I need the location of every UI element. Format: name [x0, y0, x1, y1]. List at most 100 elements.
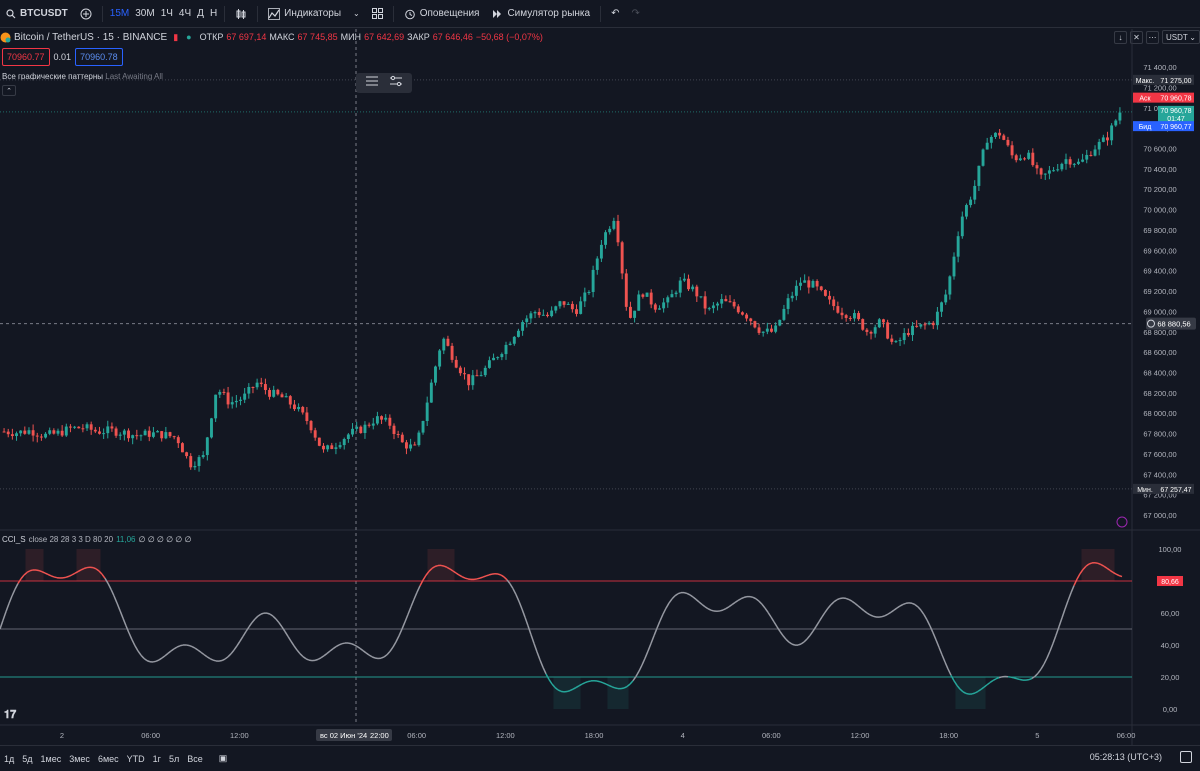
- sliders-icon[interactable]: [389, 74, 403, 92]
- cci-line-segment: [731, 601, 736, 606]
- cci-line-segment: [539, 659, 544, 668]
- currency-select[interactable]: USDT ⌄: [1162, 30, 1200, 44]
- red-flag-icon[interactable]: ▮: [173, 31, 179, 42]
- cci-oversold-zone: [565, 677, 569, 709]
- candle-body: [633, 310, 637, 318]
- cci-line-segment: [860, 607, 865, 612]
- open-label: ОТКР: [199, 32, 224, 42]
- candle-body: [380, 416, 384, 420]
- cci-line-segment: [665, 602, 670, 609]
- range-6m[interactable]: 6мес: [97, 753, 119, 764]
- candle-body: [616, 220, 620, 243]
- cci-line-segment: [50, 575, 55, 578]
- list-settings-icon[interactable]: [365, 74, 379, 92]
- candle-body: [998, 132, 1002, 136]
- maximize-button[interactable]: ✕: [1130, 30, 1143, 44]
- pattern-name: Все графические паттерны: [2, 72, 104, 81]
- candle-body: [35, 435, 39, 437]
- cci-line-segment: [689, 594, 694, 598]
- cci-line-segment: [35, 569, 40, 572]
- interval-4h[interactable]: 4Ч: [178, 8, 192, 19]
- candle-body: [60, 430, 64, 436]
- cci-legend[interactable]: CCI_S close 28 28 3 3 D 80 20 11,06 ∅ ∅ …: [2, 535, 191, 544]
- candle-body: [127, 430, 130, 439]
- candle-body: [210, 418, 213, 438]
- cci-overbought-zone: [25, 549, 29, 581]
- range-1m[interactable]: 1мес: [40, 753, 62, 764]
- candle-body: [297, 406, 301, 410]
- cci-line-segment: [242, 631, 247, 637]
- compare-button[interactable]: [74, 0, 98, 28]
- cci-line-segment: [1076, 573, 1081, 580]
- cci-line-segment: [17, 578, 22, 584]
- indicators-button[interactable]: Индикаторы ⌄: [262, 0, 366, 28]
- range-1d[interactable]: 1д: [4, 753, 15, 764]
- settings-button[interactable]: ⋯: [1146, 30, 1159, 44]
- candle-body: [612, 220, 616, 229]
- buy-button[interactable]: 70960.78: [75, 48, 123, 66]
- candle-body: [579, 301, 583, 314]
- tradingview-logo-icon[interactable]: 𝟏𝟕: [4, 709, 17, 721]
- interval-1d[interactable]: Д: [197, 8, 204, 19]
- range-3m[interactable]: 3мес: [69, 753, 90, 764]
- redo-button[interactable]: ↷: [625, 0, 645, 28]
- candle-body: [351, 428, 354, 435]
- open-value: 67 697,14: [226, 32, 267, 42]
- cci-line-segment: [356, 645, 361, 650]
- cci-line-segment: [707, 608, 712, 611]
- interval-30m[interactable]: 30М: [135, 8, 155, 19]
- range-1y[interactable]: 1г: [152, 753, 161, 764]
- undo-button[interactable]: ↶: [605, 0, 625, 28]
- range-ytd[interactable]: YTD: [126, 753, 145, 764]
- cci-overbought-zone: [433, 549, 437, 581]
- ask-price-tag: Аск 70 960,78: [1133, 92, 1194, 103]
- symbol-title[interactable]: Bitcoin / TetherUS · 15 · BINANCE: [14, 31, 168, 43]
- goto-date-button[interactable]: ▣: [215, 753, 232, 764]
- cci-line-segment: [836, 597, 841, 601]
- chart-type-button[interactable]: [229, 0, 253, 28]
- cci-line-segment: [128, 632, 133, 641]
- clock-timezone[interactable]: 05:28:13 (UTC+3): [1089, 752, 1162, 762]
- cci-overbought-zone: [94, 549, 98, 581]
- candle-body: [334, 447, 338, 449]
- symbol-search[interactable]: BTCUSDT: [0, 0, 74, 28]
- cci-line-segment: [353, 644, 358, 648]
- range-5d[interactable]: 5д: [22, 753, 33, 764]
- interval-1w[interactable]: Н: [209, 8, 218, 19]
- search-icon: [6, 8, 16, 19]
- cci-line-segment: [53, 576, 58, 579]
- layouts-button[interactable]: [366, 0, 389, 28]
- cci-line-segment: [341, 642, 346, 645]
- bottom-toolbar: 1д 5д 1мес 3мес 6мес YTD 1г 5л Все ▣: [0, 745, 1200, 771]
- interval-1h[interactable]: 1Ч: [160, 8, 173, 19]
- collapse-legend-button[interactable]: ⌃: [2, 85, 16, 96]
- cci-line-segment: [332, 646, 337, 650]
- range-5y[interactable]: 5л: [168, 753, 180, 764]
- crosshair-price-value: 68 880,56: [1157, 320, 1190, 329]
- replay-button[interactable]: Симулятор рынка: [485, 0, 596, 28]
- pattern-indicator-legend[interactable]: Все графические паттерны Last Awaiting A…: [2, 72, 163, 81]
- candle-body: [844, 315, 848, 318]
- cci-line-segment: [419, 579, 424, 587]
- cci-line-segment: [116, 602, 121, 611]
- price-tick-label: 71 000,00: [1143, 104, 1176, 113]
- interval-15m[interactable]: 15М: [109, 8, 130, 19]
- cci-line-segment: [317, 657, 322, 661]
- alerts-button[interactable]: Оповещения: [398, 0, 486, 28]
- candle-body: [570, 303, 574, 310]
- cci-line-segment: [191, 645, 196, 649]
- range-all[interactable]: Все: [187, 753, 203, 764]
- candle-body: [1014, 155, 1018, 161]
- scroll-down-button[interactable]: ↓: [1114, 30, 1127, 44]
- cci-line-segment: [140, 654, 145, 659]
- arrow-down-icon: ↓: [1118, 32, 1123, 42]
- candle-body: [1118, 112, 1122, 121]
- candle-body: [160, 431, 164, 439]
- candle-body: [467, 374, 471, 386]
- candle-body: [1039, 168, 1043, 175]
- candle-body: [902, 332, 906, 341]
- candle-body: [985, 142, 989, 150]
- sell-button[interactable]: 70960.77: [2, 48, 50, 66]
- layout-button[interactable]: [1180, 751, 1192, 763]
